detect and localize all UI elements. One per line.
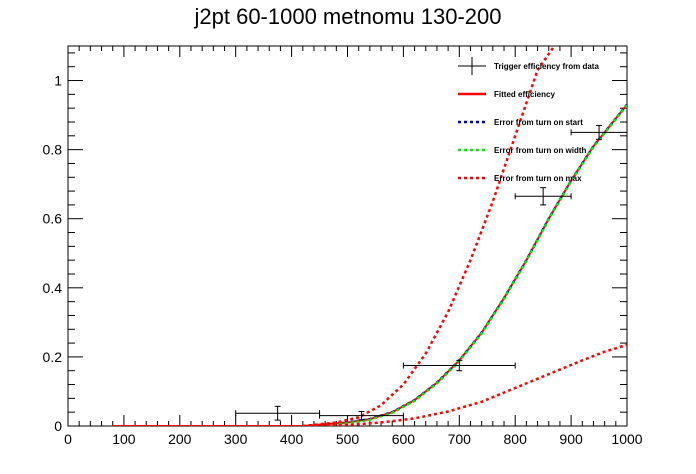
data-point-4 xyxy=(570,124,628,140)
y-tick-labels: 0 0.2 0.4 0.6 0.8 1 xyxy=(43,73,63,434)
data-point-2 xyxy=(402,359,516,372)
y-tick-label: 0.8 xyxy=(43,142,63,158)
chart-title: j2pt 60-1000 metnomu 130-200 xyxy=(194,4,502,29)
data-point-1 xyxy=(319,410,404,421)
x-tick-labels: 0 100 200 300 400 500 600 700 800 900 1000 xyxy=(64,431,643,447)
curves xyxy=(112,46,627,426)
legend-label: Error from turn on width xyxy=(494,146,587,155)
data-point-0 xyxy=(235,405,321,421)
x-tick-label: 0 xyxy=(64,431,72,447)
legend-entry-2: Error from turn on start xyxy=(458,118,583,127)
x-tick-label: 400 xyxy=(280,431,304,447)
x-tick-label: 1000 xyxy=(611,431,642,447)
curve-series-4 xyxy=(302,343,627,426)
y-tick-label: 0.6 xyxy=(43,211,63,227)
x-tick-label: 200 xyxy=(168,431,192,447)
plot-frame xyxy=(67,45,628,427)
legend-entry-3: Error from turn on width xyxy=(458,146,587,155)
data-point-3 xyxy=(514,187,572,206)
x-tick-label: 900 xyxy=(559,431,583,447)
legend-entry-0: Trigger efficiency from data xyxy=(458,57,599,75)
x-tick-label: 500 xyxy=(336,431,360,447)
legend-label: Trigger efficiency from data xyxy=(494,62,599,71)
legend-label: Fitted efficiency xyxy=(494,90,555,99)
y-tick-label: 0.2 xyxy=(43,349,63,365)
y-tick-label: 0 xyxy=(54,418,62,434)
curve-series-3 xyxy=(302,46,556,426)
legend-entry-1: Fitted efficiency xyxy=(458,90,555,99)
axis-ticks xyxy=(67,46,628,427)
x-tick-label: 700 xyxy=(448,431,472,447)
x-tick-label: 300 xyxy=(224,431,248,447)
x-tick-label: 600 xyxy=(392,431,416,447)
x-tick-label: 800 xyxy=(504,431,528,447)
curve-series-2 xyxy=(302,104,627,426)
y-tick-label: 1 xyxy=(54,73,62,89)
y-tick-label: 0.4 xyxy=(43,280,63,296)
legend-label: Error from turn on max xyxy=(494,174,582,183)
x-tick-label: 100 xyxy=(112,431,136,447)
legend: Trigger efficiency from data Fitted effic… xyxy=(458,57,599,183)
data-points xyxy=(235,124,628,421)
legend-entry-4: Error from turn on max xyxy=(458,174,582,183)
legend-label: Error from turn on start xyxy=(494,118,583,127)
